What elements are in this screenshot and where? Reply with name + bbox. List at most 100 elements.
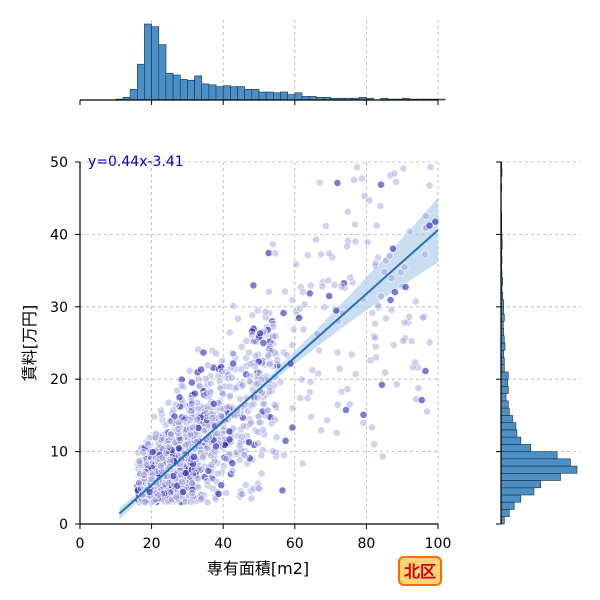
scatter-point	[298, 459, 307, 468]
scatter-point	[203, 361, 212, 370]
scatter-point	[270, 381, 279, 390]
scatter-point	[253, 393, 262, 402]
scatter-point	[333, 348, 342, 357]
scatter-point	[350, 220, 359, 229]
scatter-point	[253, 439, 262, 448]
scatter-point	[378, 452, 387, 461]
scatter-point	[148, 448, 157, 457]
scatter-point	[222, 489, 231, 497]
scatter-point	[217, 411, 226, 420]
top-hist-bar	[158, 44, 167, 101]
scatter-point	[332, 306, 341, 315]
scatter-point	[303, 251, 312, 259]
scatter-point	[303, 394, 312, 403]
scatter-point	[151, 495, 160, 504]
scatter-point	[376, 202, 385, 210]
scatter-point	[255, 418, 264, 427]
scatter-point	[185, 366, 194, 375]
scatter-point	[189, 453, 198, 461]
scatter-point	[232, 448, 241, 457]
scatter-point	[399, 164, 408, 173]
scatter-point	[254, 428, 263, 436]
scatter-point	[257, 469, 266, 478]
scatter-point	[417, 396, 426, 404]
regression-line	[118, 229, 439, 515]
scatter-point	[278, 486, 287, 495]
right-hist-bar	[500, 501, 515, 510]
scatter-point	[182, 418, 191, 427]
scatter-point	[142, 461, 151, 469]
right-hist-bar	[500, 407, 510, 416]
scatter-point	[256, 329, 264, 338]
scatter-point	[348, 278, 357, 287]
scatter-point	[151, 433, 160, 442]
scatter-point	[257, 451, 266, 460]
scatter-point	[154, 490, 163, 499]
top-hist-bar	[244, 89, 253, 101]
scatter-point	[279, 309, 288, 317]
scatter-point	[213, 429, 222, 438]
scatter-point	[308, 366, 317, 375]
y-tick-label: 40	[50, 227, 68, 243]
scatter-point	[164, 497, 172, 506]
scatter-point	[345, 400, 354, 409]
scatter-point	[426, 163, 435, 171]
scatter-point	[368, 309, 377, 317]
scatter-point	[225, 435, 234, 444]
scatter-point	[324, 276, 333, 285]
scatter-point	[217, 468, 226, 476]
scatter-point	[145, 433, 154, 442]
right-hist-bar	[500, 378, 508, 387]
scatter-point	[249, 399, 258, 408]
scatter-point	[169, 472, 178, 480]
scatter-point	[246, 486, 255, 495]
scatter-point	[163, 472, 171, 481]
scatter-point	[239, 421, 248, 430]
scatter-point	[186, 498, 195, 506]
right-hist-bar	[500, 509, 510, 517]
scatter-point	[228, 349, 237, 358]
scatter-point	[208, 413, 217, 422]
scatter-point	[248, 331, 256, 339]
scatter-point	[238, 432, 246, 441]
scatter-point	[346, 273, 355, 282]
scatter-point	[198, 493, 207, 502]
x-tick-label: 20	[143, 536, 161, 552]
scatter-point	[392, 177, 400, 186]
scatter-point	[188, 423, 197, 432]
scatter-point	[166, 417, 174, 425]
right-hist-bar	[500, 415, 513, 423]
scatter-point	[217, 412, 226, 420]
scatter-point	[197, 365, 205, 374]
y-tick-label: 10	[50, 445, 68, 461]
scatter-point	[206, 379, 215, 388]
right-hist-bar	[500, 494, 522, 503]
scatter-point	[333, 178, 342, 187]
scatter-point	[157, 466, 166, 475]
top-hist-bar	[287, 94, 296, 101]
scatter-point	[167, 430, 175, 439]
y-tick-label: 30	[50, 300, 68, 316]
right-hist-bar	[500, 451, 558, 460]
scatter-point	[245, 454, 254, 463]
scatter-point	[390, 288, 399, 296]
scatter-point	[225, 382, 234, 391]
scatter-point	[405, 312, 414, 321]
top-hist-bar	[237, 86, 245, 101]
scatter-point	[261, 307, 270, 316]
scatter-point	[194, 423, 203, 432]
scatter-point	[407, 337, 416, 345]
scatter-point	[351, 370, 360, 378]
scatter-point	[188, 479, 196, 487]
scatter-point	[188, 406, 196, 415]
scatter-point	[226, 391, 234, 400]
scatter-point	[268, 332, 277, 340]
scatter-point	[164, 398, 173, 407]
top-hist-bar	[258, 91, 267, 101]
top-hist-bar	[280, 91, 288, 101]
scatter-point	[247, 494, 256, 503]
right-hist-bar	[500, 472, 561, 481]
scatter-point	[260, 430, 269, 439]
scatter-point	[281, 287, 289, 296]
